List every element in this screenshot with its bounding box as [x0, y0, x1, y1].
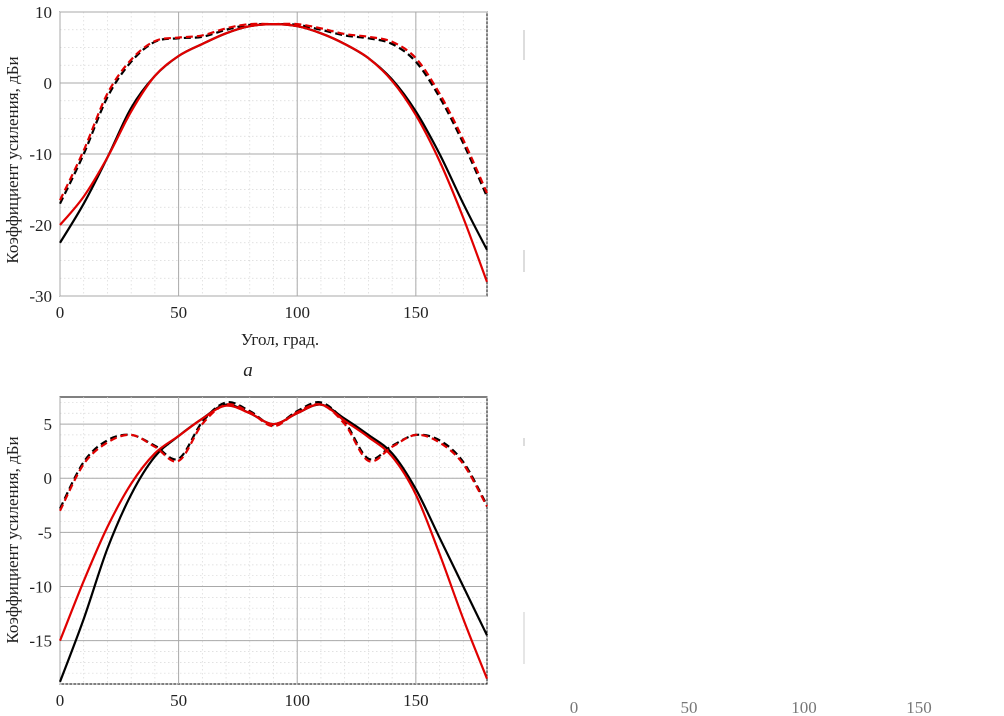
y-tick-label: -15 [29, 632, 52, 651]
tick-labels: 0 50 100 150 [570, 698, 932, 716]
x-tick-label: 150 [906, 698, 932, 716]
x-tick-label: 150 [403, 303, 429, 322]
y-tick-label: -10 [29, 578, 52, 597]
panel-label-a: а [243, 360, 253, 381]
x-tick-label: 50 [170, 691, 187, 710]
x-tick-label: 50 [681, 698, 698, 716]
x-tick-label: 50 [170, 303, 187, 322]
x-tick-label: 100 [791, 698, 817, 716]
y-axis-label: Коэффициент усиления, дБи [3, 436, 22, 643]
y-tick-label: -20 [29, 216, 52, 235]
x-tick-label: 0 [570, 698, 579, 716]
series-lines [59, 22, 489, 283]
chart-panel-cropped: 0 50 100 150 [523, 30, 932, 716]
y-tick-label: 0 [44, 74, 53, 93]
series-line-4 [59, 22, 489, 201]
x-tick-label: 150 [403, 691, 429, 710]
x-axis-label: Угол, град. [241, 330, 319, 349]
x-tick-label: 100 [284, 691, 310, 710]
y-tick-label: 5 [44, 415, 53, 434]
series-lines [58, 401, 489, 683]
grid [59, 11, 488, 297]
y-tick-label: -10 [29, 145, 52, 164]
y-tick-label: 0 [44, 469, 53, 488]
y-tick-label: -5 [38, 523, 52, 542]
series-line-3 [58, 403, 489, 680]
series-line-4 [59, 403, 488, 512]
x-tick-label: 100 [284, 303, 310, 322]
y-tick-label: 10 [35, 3, 52, 22]
y-axis-label: Коэффициент усиления, дБи [3, 56, 22, 263]
y-tick-label: -30 [29, 287, 52, 306]
x-tick-label: 0 [56, 303, 65, 322]
x-tick-label: 0 [56, 691, 65, 710]
